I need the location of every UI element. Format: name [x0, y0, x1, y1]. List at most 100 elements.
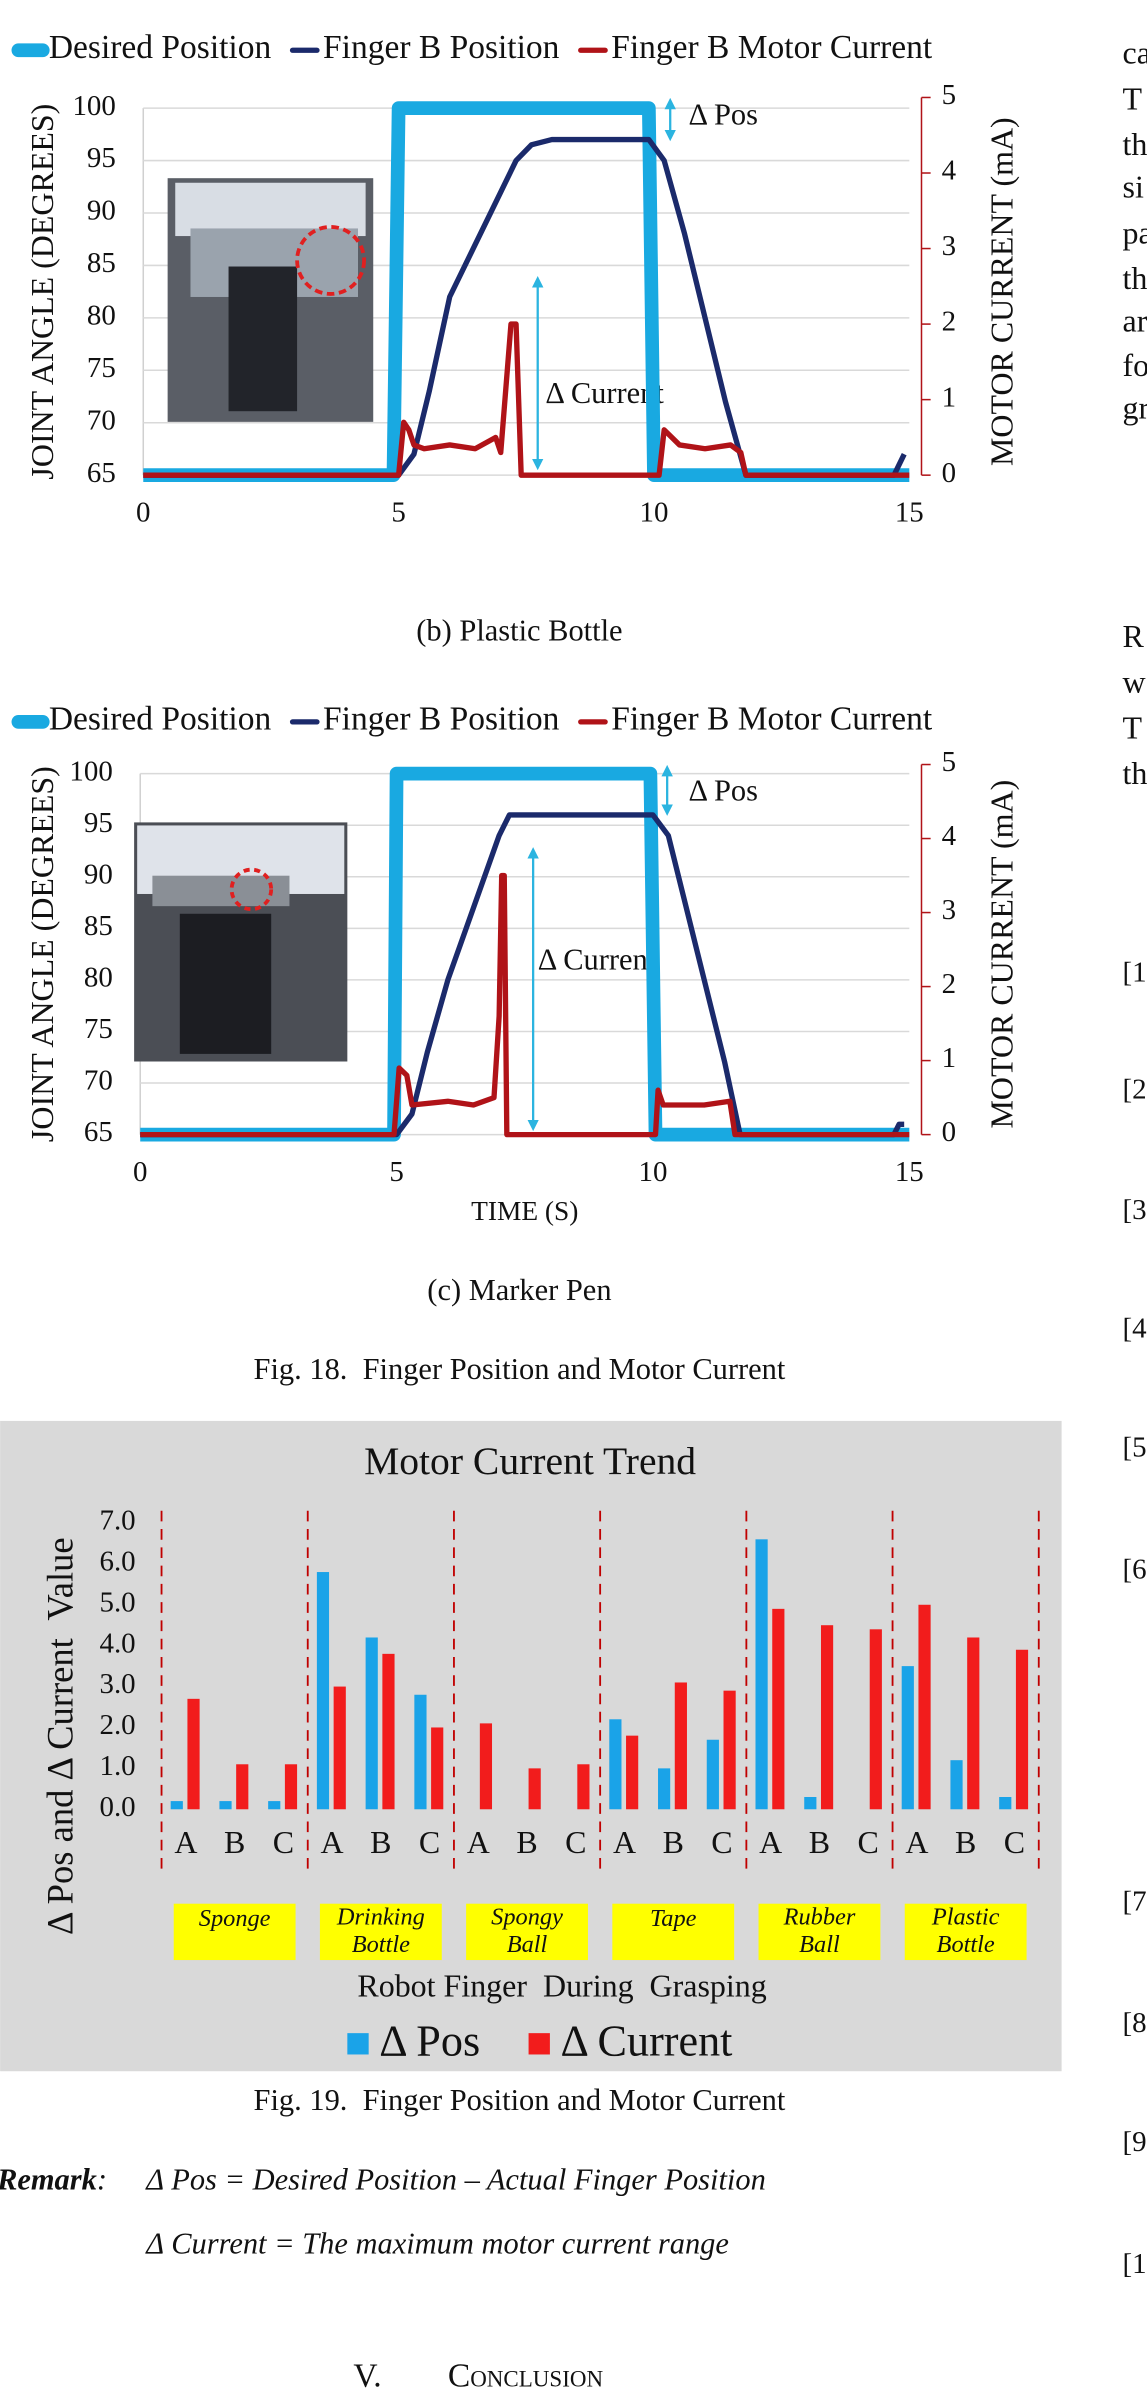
x-tick-label: B [663, 1825, 684, 1860]
body-text: th [1123, 756, 1147, 791]
body-text: ca [1123, 36, 1147, 71]
y2-tick-label: 1 [942, 1042, 956, 1074]
x-tick-label: A [759, 1825, 782, 1860]
reference-marker: [8 [1123, 2007, 1147, 2039]
body-text: si [1123, 170, 1144, 205]
y-tick-label: 6.0 [99, 1546, 135, 1578]
x-tick-label: B [955, 1825, 976, 1860]
bar [950, 1760, 963, 1810]
body-text: w [1123, 665, 1146, 700]
annotation: Δ Current [538, 942, 657, 976]
legend-label: Finger B Position [323, 29, 560, 66]
group-label-box [904, 1903, 1027, 1961]
group-label-box [612, 1903, 735, 1961]
bar [284, 1764, 298, 1810]
body-text: fo [1123, 348, 1147, 383]
x-tick-label: A [467, 1825, 490, 1860]
y-axis-label: JOINT ANGLE (DEGREES) [25, 766, 60, 1142]
body-text: th [1123, 127, 1147, 162]
x-tick-label: A [613, 1825, 636, 1860]
y-tick-label: 90 [84, 858, 113, 890]
y-tick-label: 100 [69, 755, 112, 787]
y-tick-label: 85 [84, 910, 113, 942]
bar [967, 1637, 980, 1810]
x-tick-label: 10 [638, 1156, 667, 1188]
x-axis-label: Robot Finger During Grasping [357, 1968, 766, 2003]
group-label: Sponge [199, 1905, 271, 1932]
annotation: Δ Pos [688, 97, 758, 131]
x-tick-label: 15 [895, 1156, 924, 1188]
group-label: Ball [799, 1931, 840, 1958]
y2-tick-label: 0 [942, 457, 956, 489]
bar [316, 1572, 330, 1810]
annotation: Δ Current [545, 376, 664, 410]
y-axis-label: JOINT ANGLE (DEGREES) [25, 104, 60, 480]
group-label-box [319, 1903, 442, 1961]
reference-marker: [5 [1123, 1431, 1147, 1463]
chart-caption: (c) Marker Pen [427, 1273, 611, 1307]
x-tick-label: B [516, 1825, 537, 1860]
bar [901, 1666, 914, 1810]
remark: Remark: [0, 2162, 107, 2196]
y-tick-label: 5.0 [99, 1586, 135, 1618]
group-label-box [173, 1903, 296, 1961]
x-tick-label: A [905, 1825, 928, 1860]
legend-swatch [347, 2033, 369, 2055]
group-label: Drinking [336, 1904, 425, 1931]
x-tick-label: C [419, 1825, 440, 1860]
y-axis-label: Δ Pos and Δ Current Value [39, 1537, 80, 1935]
bar [1015, 1649, 1029, 1810]
y2-tick-label: 0 [942, 1116, 956, 1148]
legend-label: Finger B Motor Current [611, 29, 933, 66]
bar [528, 1768, 541, 1810]
y-tick-label: 85 [87, 247, 116, 279]
y-tick-label: 7.0 [99, 1505, 135, 1537]
body-text: gr [1123, 391, 1147, 426]
y2-tick-label: 5 [942, 79, 956, 111]
reference-marker: [3 [1123, 1194, 1147, 1226]
y-tick-label: 95 [84, 807, 113, 839]
photo-inset [167, 178, 374, 422]
bar [772, 1608, 785, 1810]
remark-label: Remark [0, 2162, 97, 2196]
y-tick-label: 70 [87, 404, 116, 436]
body-text: T [1123, 710, 1143, 745]
reference-marker: [2 [1123, 1074, 1147, 1106]
group-label-box [758, 1903, 881, 1961]
legend-swatch [528, 2033, 550, 2055]
bar [626, 1735, 639, 1810]
body-text: T [1123, 81, 1143, 116]
chart-background [0, 1420, 1062, 2072]
legend-label: Finger B Position [323, 701, 560, 738]
y2-tick-label: 2 [942, 306, 956, 338]
y2-tick-label: 5 [942, 746, 956, 778]
x-tick-label: B [370, 1825, 391, 1860]
body-text: pa [1123, 215, 1147, 250]
bar [820, 1625, 834, 1810]
bar [414, 1694, 427, 1810]
reference-marker: [4 [1123, 1313, 1147, 1345]
legend-label: Desired Position [49, 701, 272, 738]
y2-tick-label: 3 [942, 230, 956, 262]
y-tick-label: 70 [84, 1065, 113, 1097]
remark-colon: : [97, 2162, 107, 2196]
bar [219, 1801, 232, 1810]
section-title: Conclusion [448, 2358, 604, 2388]
y-tick-label: 2.0 [99, 1709, 135, 1741]
legend-label: Δ Current [561, 2016, 734, 2065]
figure-caption: Fig. 18. Finger Position and Motor Curre… [254, 1352, 786, 1386]
body-text: ar [1123, 304, 1147, 339]
reference-marker: [1 [1123, 2248, 1147, 2280]
x-tick-label: A [321, 1825, 344, 1860]
x-tick-label: B [224, 1825, 245, 1860]
bar [706, 1739, 719, 1810]
bar [479, 1723, 493, 1810]
y2-axis-label: MOTOR CURRENT (mA) [985, 780, 1020, 1129]
bar [999, 1797, 1012, 1810]
y-tick-label: 75 [87, 352, 116, 384]
group-label: Bottle [937, 1931, 995, 1958]
x-tick-label: 0 [136, 496, 150, 528]
y-tick-label: 80 [87, 300, 116, 332]
